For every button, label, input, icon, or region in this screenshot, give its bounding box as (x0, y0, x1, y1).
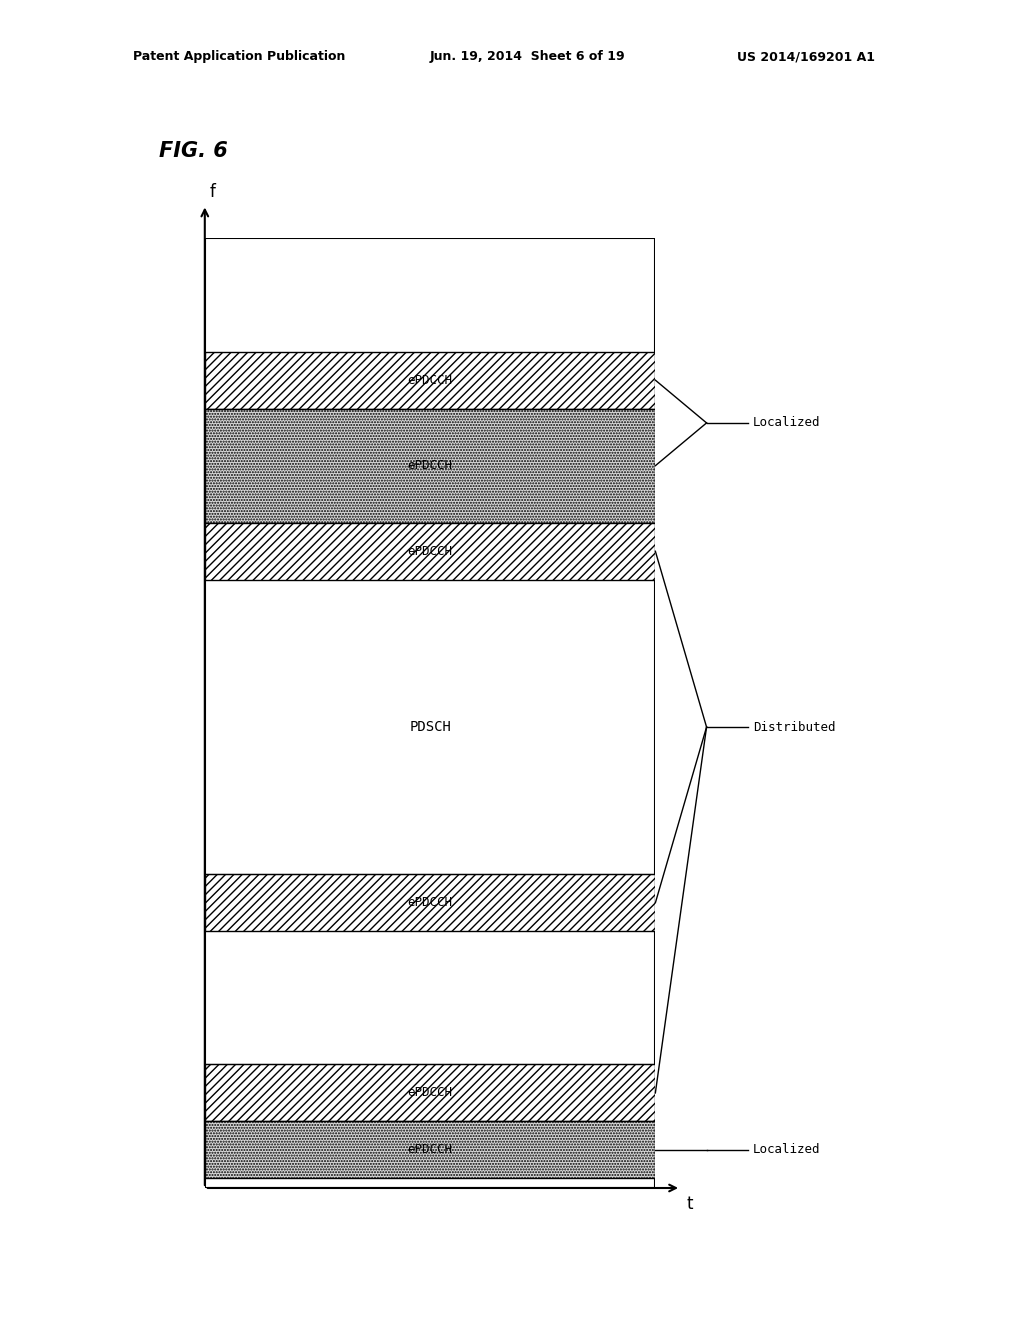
Text: US 2014/169201 A1: US 2014/169201 A1 (737, 50, 876, 63)
Bar (205, 409, 655, 523)
Text: Localized: Localized (753, 416, 820, 429)
Text: ePDCCH: ePDCCH (408, 545, 453, 558)
Bar (205, 1064, 655, 1122)
Text: ePDCCH: ePDCCH (408, 459, 453, 473)
Text: Distributed: Distributed (753, 721, 836, 734)
Bar (205, 351, 655, 409)
Text: ePDCCH: ePDCCH (408, 1086, 453, 1100)
Text: ePDCCH: ePDCCH (408, 374, 453, 387)
Text: ePDCCH: ePDCCH (408, 1143, 453, 1156)
Text: Jun. 19, 2014  Sheet 6 of 19: Jun. 19, 2014 Sheet 6 of 19 (430, 50, 626, 63)
Bar (205, 523, 655, 579)
Text: Localized: Localized (753, 1143, 820, 1156)
Text: PDSCH: PDSCH (410, 719, 451, 734)
Text: f: f (210, 182, 216, 201)
Bar (205, 874, 655, 932)
Text: t: t (686, 1195, 692, 1213)
Text: Patent Application Publication: Patent Application Publication (133, 50, 345, 63)
Text: FIG. 6: FIG. 6 (159, 141, 227, 161)
Bar (205, 1122, 655, 1179)
Text: ePDCCH: ePDCCH (408, 896, 453, 909)
